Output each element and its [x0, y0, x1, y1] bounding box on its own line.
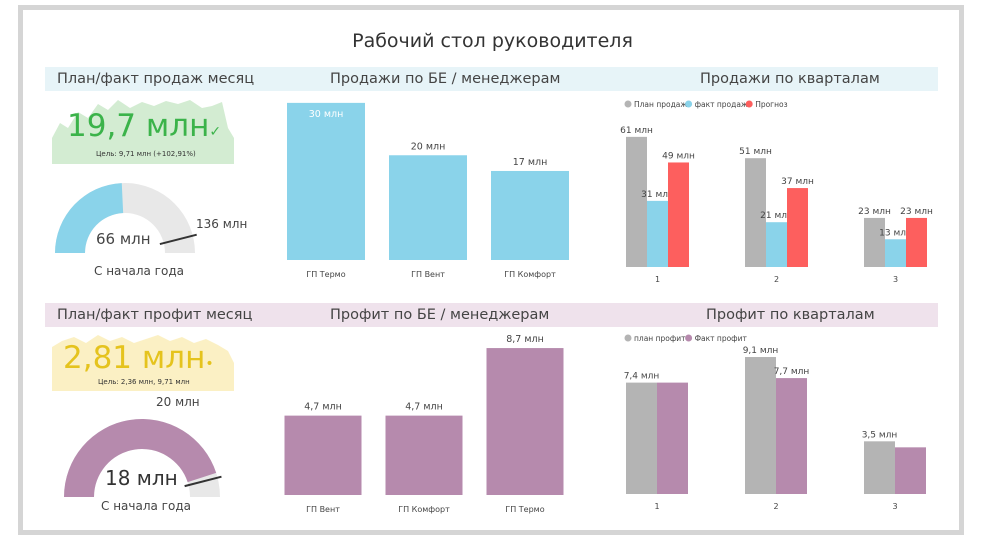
profit-gauge-value: 18 млн — [105, 466, 178, 490]
profit-gauge — [64, 419, 222, 497]
legend-marker — [624, 334, 632, 342]
bar-прогноз — [906, 217, 927, 267]
sales-gauge-max: 136 млн — [196, 217, 248, 231]
bar-факт-продаж — [647, 200, 668, 267]
data-label: 4,7 млн — [304, 402, 342, 413]
page-title: Рабочий стол руководителя — [352, 30, 633, 52]
sales-kpi-sparkline-area — [52, 100, 234, 164]
bar-план-профит — [745, 357, 776, 494]
x-tick-label: ГП Комфорт — [398, 505, 450, 514]
bar-план-профит — [864, 441, 895, 494]
dot-icon: • — [205, 356, 214, 372]
legend-label: План продаж — [634, 100, 687, 109]
profit-gauge-max: 20 млн — [156, 395, 200, 409]
sales-gauge-value-text: 66 млн — [96, 230, 151, 248]
data-label: 51 млн — [739, 147, 772, 157]
x-tick-label: 1 — [654, 502, 659, 511]
bar-факт-продаж — [766, 222, 787, 267]
bar-план-профит — [626, 382, 657, 494]
x-tick-label: 2 — [774, 275, 779, 284]
sales-kpi-value: 19,7 млн✓ — [67, 108, 221, 144]
x-tick-label: 3 — [892, 502, 897, 511]
data-label: 23 млн — [900, 207, 933, 217]
data-label: 17 млн — [513, 157, 548, 168]
bar-гп-вент — [389, 155, 467, 260]
legend-label: Факт профит — [695, 334, 748, 343]
sales-quarters-chart: План продаж факт продаж Прогноз 61 млн 31 мл… — [620, 100, 933, 284]
profit-be-title: Профит по БЕ / менеджерам — [330, 307, 550, 323]
profit-kpi-target: Цель: 2,36 млн, 9,71 млн — [98, 378, 190, 386]
data-label: 21 млн — [760, 211, 793, 221]
bar-прогноз — [787, 188, 808, 267]
bar-гп-вент — [284, 415, 362, 495]
data-label: 7,7 млн — [774, 367, 810, 377]
x-tick-label: ГП Комфорт — [504, 270, 556, 279]
sales-header-band — [45, 67, 938, 91]
x-tick-label: 3 — [893, 275, 898, 284]
profit-kpi-title: План/факт профит месяц — [57, 307, 253, 323]
profit-kpi-value: 2,81 млн• — [63, 340, 214, 376]
legend-marker — [624, 100, 632, 108]
bar-гп-комфорт — [385, 415, 463, 495]
legend-label: факт продаж — [695, 100, 748, 109]
sales-be-chart: 30 млн ГП Термо 20 млн ГП Вент 17 млн ГП Комф… — [287, 102, 569, 279]
check-icon: ✓ — [209, 124, 222, 140]
data-label: 49 млн — [662, 151, 695, 161]
profit-gauge-fill — [64, 419, 217, 497]
profit-kpi-sparkline-area — [52, 335, 234, 391]
sales-gauge-target-marker — [159, 233, 197, 246]
x-tick-label: ГП Вент — [306, 505, 340, 514]
x-tick-label: ГП Вент — [411, 270, 445, 279]
sales-be-title: Продажи по БЕ / менеджерам — [330, 71, 561, 87]
x-tick-label: 1 — [655, 275, 660, 284]
data-label: 13 млн — [879, 228, 912, 238]
profit-header-band — [45, 303, 938, 327]
bar-гп-термо — [287, 102, 365, 261]
x-tick-label: ГП Термо — [505, 505, 544, 514]
bar-факт-профит — [895, 447, 926, 494]
sales-kpi-target: Цель: 9,71 млн (+102,91%) — [96, 150, 196, 158]
data-label: 23 млн — [858, 207, 891, 217]
profit-gauge-caption: С начала года — [101, 499, 191, 513]
bar-факт-профит — [776, 378, 807, 494]
bar-план-продаж — [745, 158, 766, 267]
data-label: 3,5 млн — [862, 430, 898, 440]
profit-quarters-title: Профит по кварталам — [706, 307, 875, 323]
data-label: 8,7 млн — [506, 334, 544, 345]
bar-гп-комфорт — [491, 170, 569, 260]
legend-marker — [685, 100, 693, 108]
bar-план-продаж — [864, 217, 885, 267]
sales-gauge-fill — [55, 183, 124, 253]
sales-quarters-title: Продажи по кварталам — [700, 71, 880, 87]
data-label: 37 млн — [781, 177, 814, 187]
sales-gauge — [55, 183, 197, 253]
x-tick-label: ГП Термо — [306, 270, 345, 279]
profit-quarters-chart: план профит Факт профит 7,4 млн 1 9,1 млн 7,7… — [624, 334, 926, 511]
data-label: 9,1 млн — [743, 346, 779, 356]
bar-факт-профит — [657, 382, 688, 494]
data-label: 30 млн — [309, 109, 344, 120]
sales-gauge-caption: С начала года — [94, 264, 184, 278]
sales-kpi-value-text: 19,7 млн — [67, 108, 210, 144]
legend-label: план профит — [634, 334, 686, 343]
data-label: 7,4 млн — [624, 372, 660, 382]
data-label: 20 млн — [411, 141, 446, 152]
legend-label: Прогноз — [755, 100, 787, 109]
legend-marker — [685, 334, 693, 342]
bar-прогноз — [668, 162, 689, 267]
profit-gauge-target-marker — [184, 475, 222, 488]
bar-гп-термо — [486, 348, 564, 495]
profit-be-chart: 4,7 млн ГП Вент 4,7 млн ГП Комфорт 8,7 млн ГП… — [284, 334, 564, 514]
bar-факт-продаж — [885, 239, 906, 267]
data-label: 4,7 млн — [405, 402, 443, 413]
data-label: 31 млн — [641, 190, 674, 200]
bar-план-продаж — [626, 136, 647, 267]
profit-gauge-value-text: 18 млн — [105, 466, 178, 490]
sales-kpi-title: План/факт продаж месяц — [57, 71, 255, 87]
sales-gauge-value: 66 млн — [96, 230, 151, 248]
x-tick-label: 2 — [773, 502, 778, 511]
data-label: 61 млн — [620, 126, 653, 136]
profit-kpi-value-text: 2,81 млн — [63, 340, 206, 376]
legend-marker — [745, 100, 753, 108]
